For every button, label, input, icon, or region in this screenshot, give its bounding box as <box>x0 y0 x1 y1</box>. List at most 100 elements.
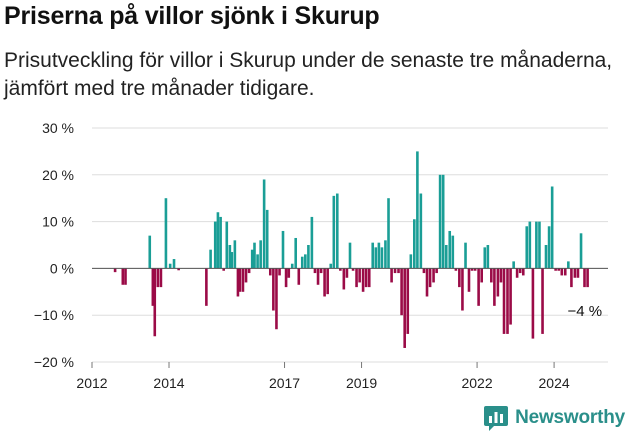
bar <box>451 235 455 269</box>
bar <box>278 268 281 276</box>
bar <box>216 212 220 269</box>
bar <box>253 242 256 269</box>
y-tick-label: −20 % <box>34 354 74 370</box>
bar <box>531 268 535 339</box>
bar <box>525 226 529 269</box>
bar <box>406 268 410 334</box>
bar <box>528 221 532 269</box>
bar <box>493 268 496 306</box>
bar <box>538 221 541 269</box>
bar <box>393 268 397 274</box>
bar <box>477 268 480 306</box>
bar <box>213 221 217 269</box>
bar <box>586 268 589 288</box>
bar <box>458 268 461 288</box>
bar <box>313 268 317 274</box>
bar <box>464 242 467 269</box>
bar <box>490 268 493 283</box>
bar <box>570 268 573 288</box>
bar <box>355 268 358 288</box>
bar <box>265 209 269 269</box>
bar <box>121 268 125 285</box>
bar <box>413 219 416 269</box>
bar <box>509 268 512 325</box>
bar <box>547 226 551 269</box>
bar <box>268 268 272 276</box>
bar <box>467 268 471 292</box>
y-tick-label: 30 % <box>42 120 74 136</box>
bar <box>480 268 483 283</box>
bar <box>521 268 525 276</box>
x-tick-label: 2014 <box>153 375 184 391</box>
bar <box>371 242 375 269</box>
bar <box>345 268 349 278</box>
bar <box>518 268 522 274</box>
bar <box>435 268 438 274</box>
bar-series <box>113 151 589 348</box>
bar <box>153 268 157 337</box>
bar <box>323 268 326 297</box>
bar <box>151 268 155 306</box>
bar <box>241 268 245 292</box>
newsworthy-logo-icon <box>484 406 509 431</box>
bar <box>156 268 160 288</box>
bar <box>499 268 503 283</box>
bar <box>541 268 544 334</box>
bar <box>361 268 365 292</box>
y-tick-label: 0 % <box>50 260 74 276</box>
bar <box>461 268 464 311</box>
bar <box>326 268 329 295</box>
bar <box>238 268 242 292</box>
bar <box>367 268 371 288</box>
bar <box>374 247 378 269</box>
bar <box>297 268 301 285</box>
bar <box>236 268 240 297</box>
bar <box>148 235 152 269</box>
bar <box>233 240 237 269</box>
y-tick-label: 10 % <box>42 214 74 230</box>
bar <box>470 268 474 271</box>
bar <box>550 186 554 269</box>
bar <box>416 151 419 269</box>
x-tick-label: 2017 <box>269 375 300 391</box>
bar <box>403 268 406 348</box>
bar <box>544 245 548 269</box>
bar <box>262 179 266 269</box>
bar <box>409 254 413 269</box>
bar <box>583 268 586 288</box>
bar <box>554 268 557 271</box>
bar <box>573 268 577 278</box>
bar <box>284 268 288 288</box>
bar <box>164 198 168 269</box>
bar <box>319 268 323 274</box>
bar <box>290 263 294 269</box>
bar <box>400 268 403 316</box>
y-tick-label: −10 % <box>34 307 74 323</box>
bar <box>448 230 452 269</box>
bar <box>351 268 355 271</box>
bar <box>502 268 506 334</box>
bar <box>342 268 346 290</box>
bar <box>250 249 254 269</box>
bar <box>222 268 225 271</box>
bar <box>454 268 458 271</box>
bar <box>563 268 567 276</box>
bar <box>557 268 561 271</box>
latest-value-annotation: −4 % <box>568 303 603 320</box>
bar <box>244 268 248 283</box>
bar <box>380 247 384 269</box>
bar <box>441 174 445 269</box>
bar <box>294 237 297 269</box>
bar <box>335 193 339 269</box>
bar <box>567 261 570 269</box>
bar <box>515 268 519 278</box>
bar <box>307 245 310 269</box>
bar <box>422 268 426 274</box>
bar <box>358 268 361 283</box>
bar <box>364 268 368 288</box>
bar <box>428 268 432 288</box>
bar <box>113 268 117 273</box>
y-tick-label: 20 % <box>42 167 74 183</box>
bar <box>339 268 342 271</box>
